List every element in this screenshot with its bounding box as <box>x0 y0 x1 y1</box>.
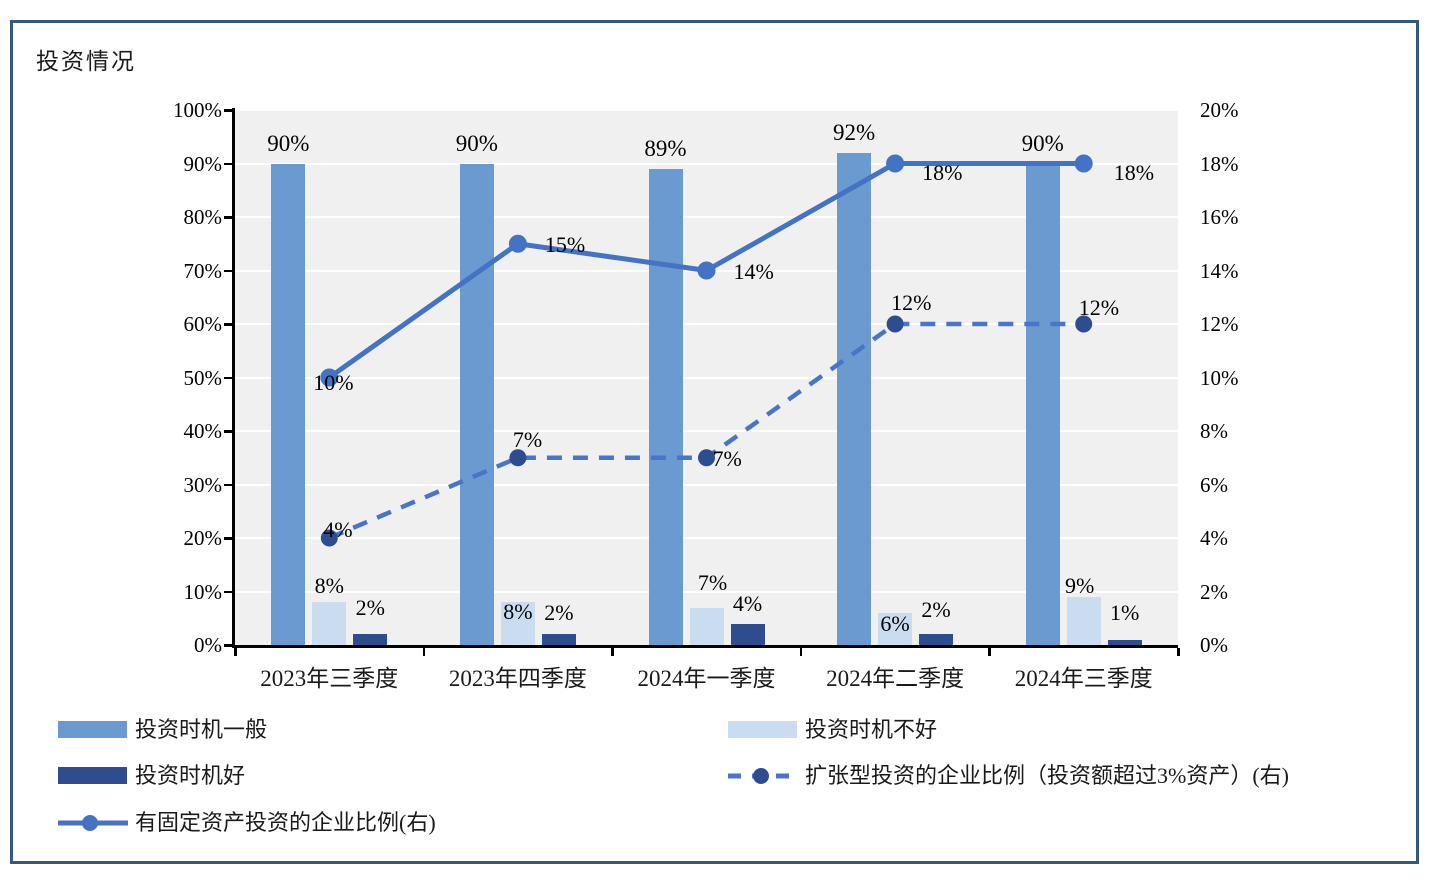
bar-2 <box>353 634 388 645</box>
category-label: 2024年三季度 <box>1014 666 1153 691</box>
line-data-label: 12% <box>891 290 932 315</box>
bar-data-label: 90% <box>455 130 498 156</box>
left-axis-tick-label: 50% <box>183 365 223 390</box>
right-axis-tick-label: 10% <box>1200 365 1239 390</box>
left-axis-tick-label: 60% <box>183 312 223 336</box>
x-axis-tick <box>799 648 803 656</box>
right-axis-tick-label: 14% <box>1200 258 1239 283</box>
bar-1 <box>689 607 724 645</box>
bar-0 <box>837 152 872 645</box>
bar-1 <box>878 612 913 645</box>
right-axis-tick-label: 20% <box>1200 98 1239 122</box>
left-axis-tick <box>224 216 232 219</box>
x-axis-tick <box>988 648 991 656</box>
legend-swatch-dark-blue <box>58 767 127 784</box>
left-axis-tick-label: 40% <box>183 419 223 443</box>
bar-data-label: 1% <box>1110 599 1140 625</box>
bar-data-label: 6% <box>880 610 910 636</box>
category-label: 2024年一季度 <box>637 666 776 691</box>
legend-label: 投资时机好 <box>135 763 246 788</box>
bar-data-label: 90% <box>267 130 310 156</box>
legend-label: 有固定资产投资的企业比例(右) <box>135 810 436 835</box>
bar-data-label: 8% <box>503 599 533 625</box>
left-axis-tick <box>224 376 232 379</box>
legend-label: 投资时机一般 <box>135 717 268 742</box>
right-axis-tick-label: 8% <box>1200 419 1228 443</box>
left-axis-line <box>232 108 235 648</box>
line-data-label: 4% <box>323 517 353 542</box>
line-data-label: 10% <box>313 369 354 395</box>
bar-2 <box>730 623 765 645</box>
bar-data-label: 2% <box>921 597 951 623</box>
gridline <box>235 109 1178 111</box>
left-axis-tick <box>224 162 232 165</box>
plot-area <box>235 109 1178 645</box>
line-data-label: 18% <box>922 159 963 185</box>
category-label: 2023年三季度 <box>260 666 399 691</box>
right-axis-tick-label: 6% <box>1200 472 1228 497</box>
left-axis-tick-label: 100% <box>173 98 222 122</box>
left-axis-tick-label: 0% <box>194 633 222 657</box>
left-axis-tick-label: 90% <box>183 151 223 176</box>
line-data-label: 15% <box>544 231 586 257</box>
bar-1 <box>1066 596 1101 645</box>
bar-data-label: 90% <box>1021 130 1064 156</box>
left-axis-tick <box>224 430 232 433</box>
bar-data-label: 89% <box>644 135 687 161</box>
bar-data-label: 2% <box>355 595 385 621</box>
line-data-label: 14% <box>733 258 774 284</box>
left-axis-tick-label: 80% <box>183 205 223 229</box>
right-axis-tick-label: 2% <box>1200 579 1228 604</box>
left-axis-tick-label: 10% <box>183 579 223 604</box>
x-axis-line <box>232 645 1178 648</box>
bar-data-label: 9% <box>1065 572 1095 598</box>
right-axis-tick-label: 12% <box>1200 312 1239 336</box>
bar-data-label: 8% <box>314 573 344 599</box>
bar-0 <box>459 163 494 645</box>
left-axis-tick <box>224 269 232 272</box>
legend-label: 投资时机不好 <box>805 717 938 742</box>
right-axis-tick-label: 4% <box>1200 526 1228 550</box>
left-axis-tick-label: 30% <box>183 472 223 497</box>
x-axis-tick <box>422 648 426 656</box>
bar-2 <box>919 634 954 645</box>
x-axis-tick <box>234 648 237 656</box>
line-data-label: 12% <box>1078 295 1120 320</box>
legend-solid-line-sample <box>58 810 128 836</box>
left-axis-tick <box>224 483 232 486</box>
category-label: 2024年二季度 <box>826 666 965 691</box>
right-axis-tick-label: 0% <box>1200 633 1228 657</box>
left-axis-tick <box>224 644 232 647</box>
bar-2 <box>1107 639 1142 645</box>
bar-data-label: 4% <box>732 590 763 616</box>
legend-swatch-medium-blue <box>58 721 127 738</box>
bar-data-label: 7% <box>697 569 728 595</box>
left-axis-tick <box>224 590 232 593</box>
left-axis-tick-label: 20% <box>183 526 223 550</box>
line-data-label: 7% <box>712 445 742 471</box>
line-data-label: 7% <box>512 426 543 452</box>
right-axis-tick-label: 18% <box>1200 151 1239 176</box>
x-axis-tick <box>1177 648 1180 656</box>
bar-data-label: 92% <box>833 119 876 145</box>
category-label: 2023年四季度 <box>448 666 587 691</box>
bar-1 <box>312 602 347 645</box>
legend-dashed-line-sample <box>728 763 798 789</box>
right-axis-tick-label: 16% <box>1200 205 1239 229</box>
chart-title: 投资情况 <box>36 49 136 74</box>
left-axis-tick <box>224 323 232 326</box>
left-axis-tick <box>224 537 232 540</box>
x-axis-tick <box>611 648 614 656</box>
bar-0 <box>271 163 306 645</box>
bar-data-label: 2% <box>544 600 574 626</box>
bar-2 <box>541 634 576 645</box>
left-axis-tick-label: 70% <box>183 258 223 283</box>
legend-swatch-light-blue <box>728 721 797 738</box>
legend-label: 扩张型投资的企业比例（投资额超过3%资产）(右) <box>805 763 1289 788</box>
gridline <box>235 590 1178 593</box>
left-axis-tick <box>224 109 232 112</box>
line-data-label: 18% <box>1113 159 1155 185</box>
bar-1 <box>500 602 535 645</box>
